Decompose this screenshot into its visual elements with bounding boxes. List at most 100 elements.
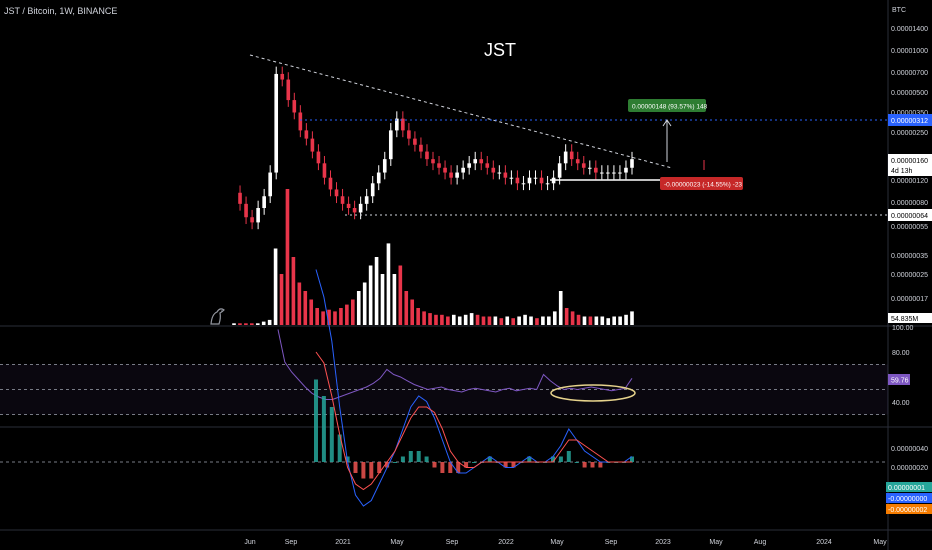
candle-body bbox=[262, 196, 266, 209]
macd-histogram-bar bbox=[582, 462, 587, 468]
macd-tick-label: 0.00000040 bbox=[891, 446, 928, 453]
volume-bar bbox=[564, 308, 569, 325]
price-tick-label: 0.00000080 bbox=[891, 200, 928, 207]
macd-histogram-bar bbox=[511, 462, 516, 468]
volume-bar bbox=[463, 314, 468, 325]
volume-bar bbox=[511, 318, 516, 325]
macd-histogram-bar bbox=[337, 434, 342, 462]
macd-histogram-bar bbox=[464, 462, 469, 468]
volume-bar bbox=[374, 257, 379, 325]
price-tick-label: 0.00000055 bbox=[891, 224, 928, 231]
macd-pane[interactable] bbox=[0, 269, 888, 507]
candle-body bbox=[286, 79, 291, 101]
volume-bar bbox=[297, 282, 302, 325]
candle-body bbox=[443, 167, 447, 173]
volume-bar bbox=[558, 291, 563, 325]
volume-bar bbox=[582, 316, 587, 325]
x-tick-label: Sep bbox=[446, 539, 459, 546]
candle-body bbox=[425, 151, 429, 160]
volume-bar bbox=[547, 316, 551, 325]
candle-body bbox=[419, 144, 423, 152]
macd-histogram-bar bbox=[551, 456, 555, 462]
volume-bar bbox=[624, 314, 628, 325]
candle-body bbox=[395, 118, 399, 131]
candle-body bbox=[352, 208, 357, 213]
volume-bar bbox=[434, 314, 438, 325]
macd-badge-bg bbox=[886, 482, 932, 492]
candle-body bbox=[521, 183, 526, 185]
macd-histogram-bar bbox=[329, 407, 334, 462]
price-tick-label: 0.00000350 bbox=[891, 110, 928, 117]
candle-body bbox=[268, 172, 272, 197]
candle-body bbox=[527, 177, 532, 184]
volume-bar bbox=[630, 311, 634, 325]
candle-body bbox=[539, 177, 544, 184]
volume-bar bbox=[333, 311, 337, 325]
rsi-pane[interactable] bbox=[0, 329, 888, 415]
candle-body bbox=[594, 167, 598, 173]
volume-tick-label: 0.00000017 bbox=[891, 296, 928, 303]
target-label: 0.00000148 (93.57%) 148 bbox=[632, 104, 708, 111]
macd-badge: 0.00000001 bbox=[888, 485, 925, 492]
level-badge-bg bbox=[888, 114, 932, 126]
macd-histogram-bar bbox=[574, 462, 579, 463]
candle-body bbox=[407, 130, 411, 139]
rsi-tick-label: 40.00 bbox=[892, 400, 910, 407]
volume-bar bbox=[368, 265, 373, 325]
macd-tick-label: 0.00000020 bbox=[891, 465, 928, 472]
candle-body bbox=[364, 196, 369, 204]
candle-body bbox=[256, 208, 260, 223]
candle-body bbox=[581, 163, 586, 168]
support-badge: 0.00000064 bbox=[891, 213, 928, 220]
volume-bar bbox=[250, 323, 254, 325]
candle-body bbox=[491, 167, 496, 173]
candle-body bbox=[334, 189, 339, 197]
signal-line bbox=[315, 351, 632, 491]
candle-body bbox=[437, 163, 441, 168]
candle-body bbox=[557, 163, 562, 178]
macd-histogram-bar bbox=[416, 451, 421, 462]
macd-histogram-bar bbox=[487, 456, 492, 462]
candle-body bbox=[545, 183, 550, 185]
volume-bar bbox=[588, 316, 593, 325]
candle-body bbox=[575, 159, 580, 164]
price-pane[interactable]: 0.00000148 (93.57%) 148 -0.00000023 (-14.… bbox=[238, 54, 888, 230]
last-price-badge: 0.00000160 bbox=[891, 158, 928, 165]
price-tick-label: 0.00000250 bbox=[891, 130, 928, 137]
x-tick-label: May bbox=[709, 539, 723, 546]
rsi-tick-label: 100.00 bbox=[892, 325, 914, 332]
volume-bar bbox=[594, 316, 599, 325]
candle-body bbox=[292, 100, 297, 113]
candle-body bbox=[569, 151, 574, 160]
candle-body bbox=[382, 159, 387, 173]
volume-bar bbox=[475, 314, 480, 325]
candle-body bbox=[238, 192, 242, 204]
volume-bar bbox=[267, 319, 272, 325]
volume-bar bbox=[606, 318, 611, 325]
x-tick-label: Aug bbox=[754, 539, 767, 546]
volume-tick-label: 0.00000025 bbox=[891, 272, 928, 279]
macd-histogram-bar bbox=[440, 462, 445, 473]
volume-bar bbox=[529, 316, 533, 325]
macd-histogram-bar bbox=[393, 462, 397, 463]
candle-body bbox=[461, 167, 465, 173]
volume-bar bbox=[356, 291, 361, 325]
volume-bar bbox=[321, 311, 325, 325]
rsi-badge: 59.76 bbox=[891, 378, 909, 385]
volume-bar bbox=[517, 316, 521, 325]
macd-histogram-bar bbox=[448, 462, 453, 473]
x-tick-label: 2024 bbox=[816, 539, 832, 546]
arrow-head-icon bbox=[662, 119, 672, 127]
volume-bar bbox=[339, 308, 343, 325]
volume-bar bbox=[279, 274, 284, 325]
volume-bar bbox=[327, 309, 331, 325]
candle-body bbox=[413, 138, 417, 145]
consolidation-circle bbox=[550, 384, 636, 402]
last-price-badge-bg bbox=[888, 154, 932, 176]
volume-bar bbox=[244, 323, 248, 325]
volume-bar bbox=[541, 316, 545, 325]
volume-bar bbox=[446, 316, 450, 325]
x-tick-label: May bbox=[550, 539, 564, 546]
x-tick-label: May bbox=[873, 539, 887, 546]
